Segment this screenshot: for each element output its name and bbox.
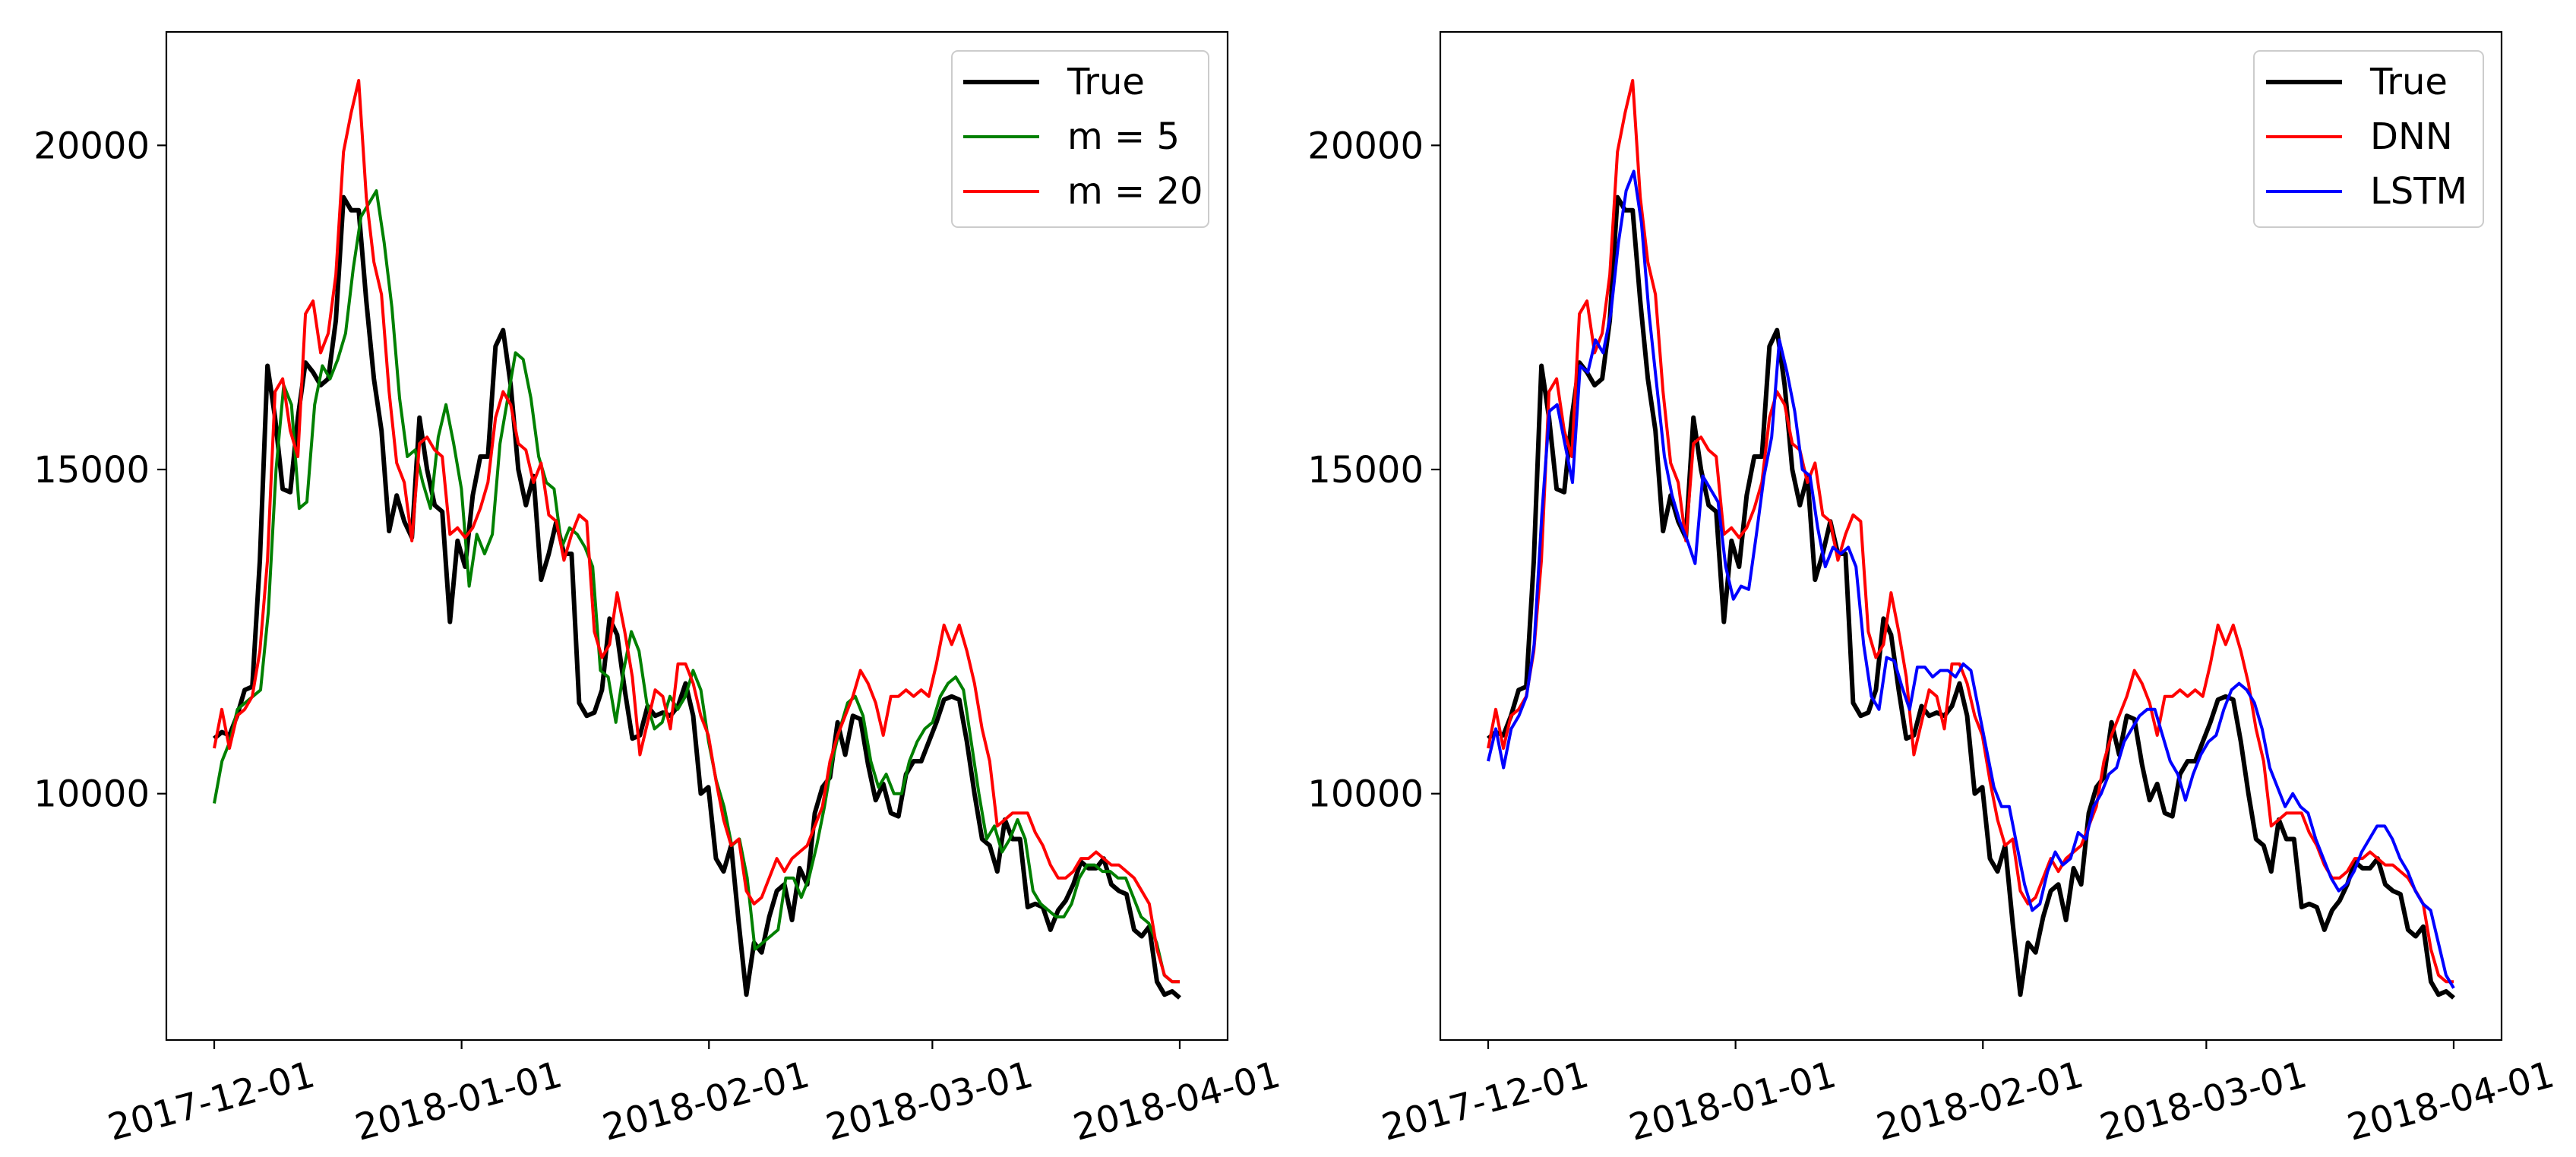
right-y-tick-label: 15000 [1307,449,1424,492]
left-legend-label-true: True [1067,61,1145,103]
left-series-line-true [213,194,1181,1000]
left-y-tick-label: 15000 [33,449,150,492]
left-y-tick-label: 20000 [33,125,150,167]
right-y-tick-label: 10000 [1307,773,1424,816]
left-series-line-m20 [213,79,1180,984]
left-chart-series [213,79,1181,1000]
right-series-line-dnn [1487,79,2454,984]
right-legend-frame [2253,50,2484,228]
left-y-tick-label: 10000 [33,773,150,816]
right-series-line-lstm [1487,169,2455,989]
left-chart-frame [165,30,1229,1042]
left-legend-frame [951,50,1209,228]
right-legend-label-dnn: DNN [2370,115,2453,158]
right-series-line-true [1487,194,2455,1000]
right-chart-frame [1439,30,2503,1042]
right-legend-label-lstm: LSTM [2370,170,2467,213]
left-chart-legend: True m = 5 m = 20 [951,50,1209,228]
left-legend-label-m20: m = 20 [1067,170,1203,213]
right-y-tick-label: 20000 [1307,125,1424,167]
right-chart-legend: True DNN LSTM [2253,50,2484,228]
left-legend-label-m5: m = 5 [1067,115,1180,158]
left-series-line-m5 [213,189,1180,984]
right-chart-series [1487,79,2455,1000]
right-legend-label-true: True [2369,61,2448,103]
